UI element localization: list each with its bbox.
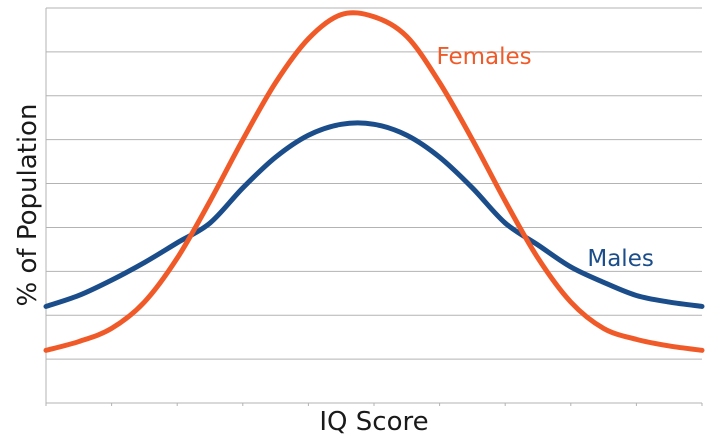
x-axis-title: IQ Score xyxy=(319,407,428,437)
series-label-females: Females xyxy=(436,44,531,70)
gridlines xyxy=(46,7,702,360)
series-line-females xyxy=(43,10,705,353)
series-lines xyxy=(43,10,705,353)
series-label-males: Males xyxy=(587,246,653,272)
x-axis xyxy=(45,8,703,406)
series-labels: Females Males xyxy=(436,44,653,272)
y-axis-title: % of Population xyxy=(13,104,43,307)
series-line-males xyxy=(43,120,705,309)
